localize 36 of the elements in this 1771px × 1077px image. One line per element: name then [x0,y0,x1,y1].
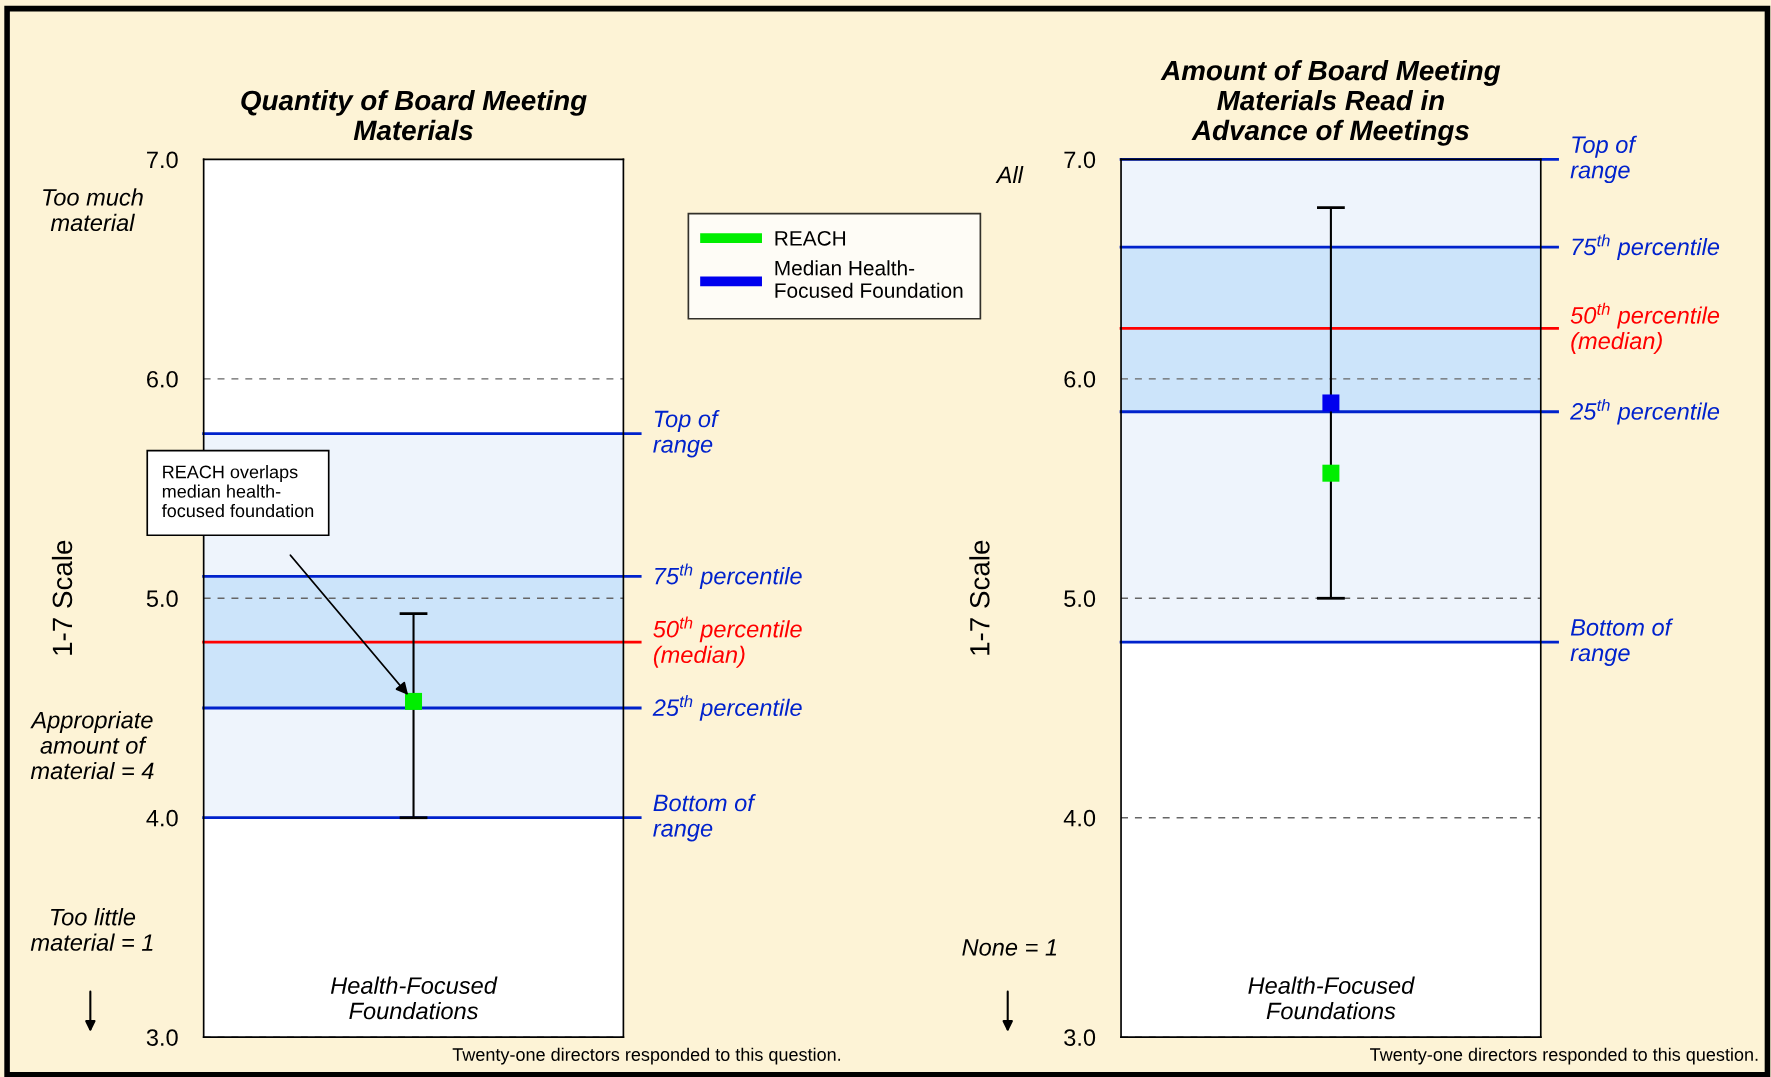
legend-label: REACH [775,230,846,246]
ref-line-label: 25$^{th}$ percentile [1570,398,1720,425]
y-tick-label: 7.0 [1064,151,1096,169]
y-tick-label: 7.0 [147,151,178,169]
ref-line-label: Bottom of range [1570,618,1674,666]
ref-line-label: 25$^{th}$ percentile [652,695,802,721]
y-tick-label: 4.0 [1063,809,1096,827]
text: Twenty-one directors responded to this question. [452,1047,841,1065]
text: All [995,165,1024,184]
text: Too little material = 1 [30,908,153,951]
ref-line-label: 75$^{th}$ percentile [655,563,802,590]
ref-line-label: Top of range [653,409,720,458]
y-axis-title: 1-7 Scale [969,540,990,655]
chart-title: Amount of Board Meeting Materials Read in Advance of Meetings [1160,59,1501,146]
y-tick-label: 5.0 [146,590,178,608]
y-tick-label: 4.0 [146,809,178,827]
y-tick-label: 3.0 [1064,1029,1096,1046]
ref-line-label: Bottom of range [653,793,756,842]
text: Too much material [43,188,143,232]
x-tick-label: Health-Focused Foundations [330,976,498,1020]
ref-line-label: Top of range [1570,135,1637,184]
text: Appropriate amount of material = 4 [30,711,154,780]
ref-line-label: 75$^{th}$ percentile [1572,234,1720,260]
annotation: REACH overlaps median health- focused foundation [161,465,314,518]
text: Twenty-one directors responded to this question. [1370,1047,1758,1065]
y-tick-label: 6.0 [147,370,178,388]
chart-title: Quantity of Board Meeting Materials [241,89,587,141]
ref-line-label: 50$^{th}$ percentile (median) [653,616,802,668]
ref-line-label: 50$^{th}$ percentile (median) [1570,302,1720,354]
y-tick-label: 3.0 [146,1029,178,1046]
y-tick-label: 5.0 [1064,590,1096,608]
legend-label: Median Health- Focused Foundation [775,260,963,298]
y-tick-label: 6.0 [1064,370,1096,388]
text: None = 1 [962,939,1057,956]
x-tick-label: Health-Focused Foundations [1248,976,1415,1020]
y-axis-title: 1-7 Scale [51,540,73,655]
